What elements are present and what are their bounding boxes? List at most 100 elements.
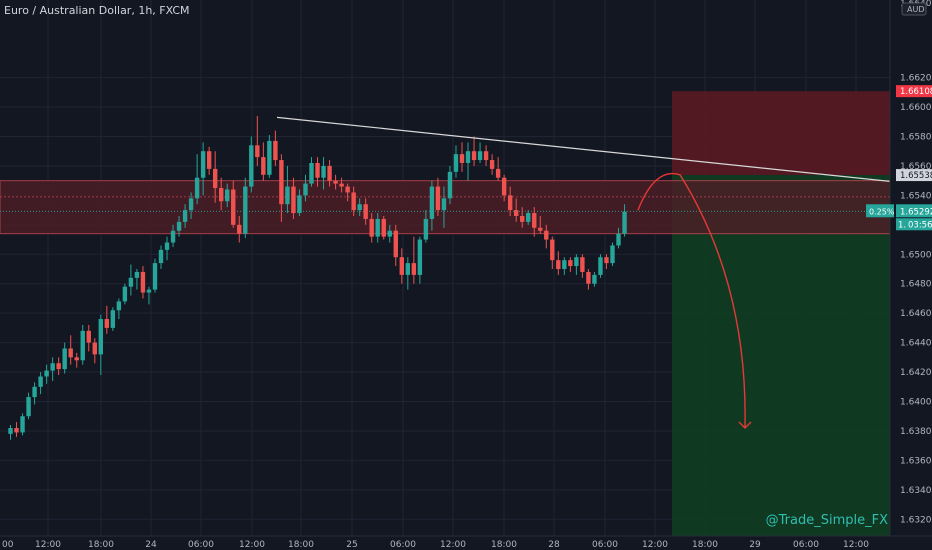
candle-down[interactable] xyxy=(255,145,260,158)
candle-up[interactable] xyxy=(610,245,615,264)
candle-up[interactable] xyxy=(170,230,176,243)
candle-down[interactable] xyxy=(399,257,404,275)
candle-up[interactable] xyxy=(243,186,248,234)
candle-down[interactable] xyxy=(92,342,97,355)
candle-down[interactable] xyxy=(520,216,525,222)
candle-down[interactable] xyxy=(568,260,573,267)
candle-down[interactable] xyxy=(231,189,236,225)
candle-down[interactable] xyxy=(507,195,513,211)
candle-up[interactable] xyxy=(423,218,429,240)
candle-down[interactable] xyxy=(212,168,218,189)
candle-down[interactable] xyxy=(279,160,284,205)
candle-up[interactable] xyxy=(592,274,597,284)
candle-up[interactable] xyxy=(375,218,380,237)
candle-down[interactable] xyxy=(489,160,495,169)
candle-down[interactable] xyxy=(339,183,344,187)
candle-down[interactable] xyxy=(86,330,91,343)
time-axis[interactable] xyxy=(0,536,932,550)
candle-down[interactable] xyxy=(219,188,224,202)
candle-up[interactable] xyxy=(158,249,164,264)
candle-up[interactable] xyxy=(405,263,411,275)
candle-up[interactable] xyxy=(194,177,200,199)
candle-up[interactable] xyxy=(128,277,134,287)
candle-up[interactable] xyxy=(62,348,67,370)
take-profit-zone[interactable] xyxy=(672,175,890,537)
stop-loss-zone[interactable] xyxy=(672,91,890,176)
candle-up[interactable] xyxy=(285,186,290,205)
candle-down[interactable] xyxy=(345,186,350,193)
candle-down[interactable] xyxy=(315,163,320,178)
candle-up[interactable] xyxy=(309,163,314,184)
candle-down[interactable] xyxy=(273,140,278,161)
candle-up[interactable] xyxy=(80,330,85,361)
candle-down[interactable] xyxy=(351,192,356,211)
candle-down[interactable] xyxy=(580,257,585,272)
candle-up[interactable] xyxy=(225,189,230,202)
candle-down[interactable] xyxy=(327,165,332,181)
candle-up[interactable] xyxy=(164,242,170,250)
candle-up[interactable] xyxy=(441,198,447,211)
candle-down[interactable] xyxy=(586,271,591,284)
candle-up[interactable] xyxy=(321,165,326,178)
candle-down[interactable] xyxy=(381,218,386,237)
candle-up[interactable] xyxy=(122,286,128,302)
candle-down[interactable] xyxy=(393,230,398,258)
candle-down[interactable] xyxy=(495,168,501,178)
candle-up[interactable] xyxy=(44,370,49,377)
candle-up[interactable] xyxy=(477,151,483,161)
candle-up[interactable] xyxy=(38,376,43,387)
candle-down[interactable] xyxy=(435,186,441,211)
candle-down[interactable] xyxy=(140,271,146,293)
candle-up[interactable] xyxy=(526,213,531,222)
candle-up[interactable] xyxy=(249,145,254,187)
candle-up[interactable] xyxy=(188,198,194,211)
candle-up[interactable] xyxy=(616,233,621,246)
candle-down[interactable] xyxy=(291,186,296,214)
candle-down[interactable] xyxy=(206,151,212,169)
candle-up[interactable] xyxy=(134,271,140,278)
candle-down[interactable] xyxy=(532,213,537,228)
candle-up[interactable] xyxy=(598,257,603,275)
candle-down[interactable] xyxy=(544,230,549,240)
candle-down[interactable] xyxy=(604,257,609,264)
candle-down[interactable] xyxy=(333,180,338,184)
candle-up[interactable] xyxy=(152,263,158,290)
candle-up[interactable] xyxy=(417,239,423,275)
candle-down[interactable] xyxy=(513,210,519,216)
candle-up[interactable] xyxy=(574,257,579,267)
candle-up[interactable] xyxy=(32,386,37,398)
candle-down[interactable] xyxy=(556,260,561,269)
candle-up[interactable] xyxy=(176,221,182,231)
candle-up[interactable] xyxy=(447,171,453,199)
candle-down[interactable] xyxy=(74,357,79,361)
candle-down[interactable] xyxy=(237,224,242,234)
candle-down[interactable] xyxy=(261,157,266,175)
candle-up[interactable] xyxy=(26,397,31,417)
currency-badge[interactable] xyxy=(901,2,927,16)
candle-down[interactable] xyxy=(369,218,374,237)
candle-down[interactable] xyxy=(411,263,417,275)
candle-up[interactable] xyxy=(110,310,116,328)
candle-up[interactable] xyxy=(50,363,55,371)
candle-down[interactable] xyxy=(56,363,61,370)
candle-down[interactable] xyxy=(483,151,489,161)
candle-down[interactable] xyxy=(68,348,73,358)
candle-down[interactable] xyxy=(550,239,555,261)
candle-up[interactable] xyxy=(465,151,471,163)
candle-up[interactable] xyxy=(387,230,392,237)
candle-up[interactable] xyxy=(116,301,122,311)
candle-up[interactable] xyxy=(267,140,272,175)
candle-up[interactable] xyxy=(8,428,13,434)
candle-down[interactable] xyxy=(14,428,19,433)
candle-up[interactable] xyxy=(303,183,308,196)
candle-up[interactable] xyxy=(562,260,567,269)
candle-down[interactable] xyxy=(363,204,368,219)
candle-down[interactable] xyxy=(538,227,543,231)
candle-up[interactable] xyxy=(200,151,206,178)
candle-down[interactable] xyxy=(501,177,507,196)
candle-up[interactable] xyxy=(146,289,152,293)
candle-up[interactable] xyxy=(20,416,25,433)
candle-up[interactable] xyxy=(429,186,435,219)
